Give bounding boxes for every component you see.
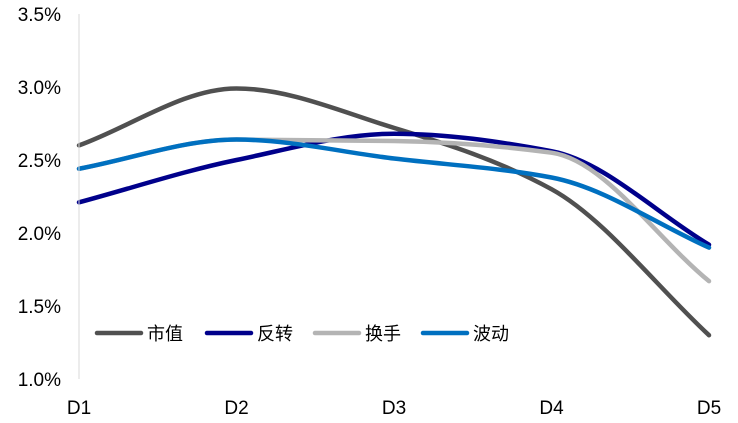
x-tick-label: D3 [382,398,406,419]
y-tick-label: 3.0% [18,78,61,99]
x-tick-labels: D1 D2 D3 D4 D5 [67,398,721,419]
legend-label: 市值 [147,324,183,345]
series-line-2 [76,131,712,247]
legend-item: 反转 [204,324,293,345]
y-tick-label: 1.0% [18,370,61,391]
legend-label: 换手 [365,324,401,345]
legend-item: 波动 [420,324,509,345]
legend: 市值 反转 换手 波动 [94,324,509,345]
y-tick-label: 1.5% [18,297,61,318]
x-tick-label: D1 [67,398,91,419]
y-tick-label: 2.5% [18,151,61,172]
legend-label: 反转 [257,324,293,345]
series-line-1 [76,86,712,338]
x-tick-label: D4 [539,398,564,419]
y-tick-labels: 1.0% 1.5% 2.0% 2.5% 3.0% 3.5% [18,5,61,391]
legend-label: 波动 [473,324,509,345]
series-line-4 [76,137,712,250]
x-tick-label: D2 [224,398,248,419]
x-tick-label: D5 [697,398,721,419]
plot-area [76,86,712,338]
legend-item: 换手 [312,324,401,345]
y-tick-label: 2.0% [18,224,61,245]
legend-item: 市值 [94,324,183,345]
y-tick-label: 3.5% [18,5,61,26]
